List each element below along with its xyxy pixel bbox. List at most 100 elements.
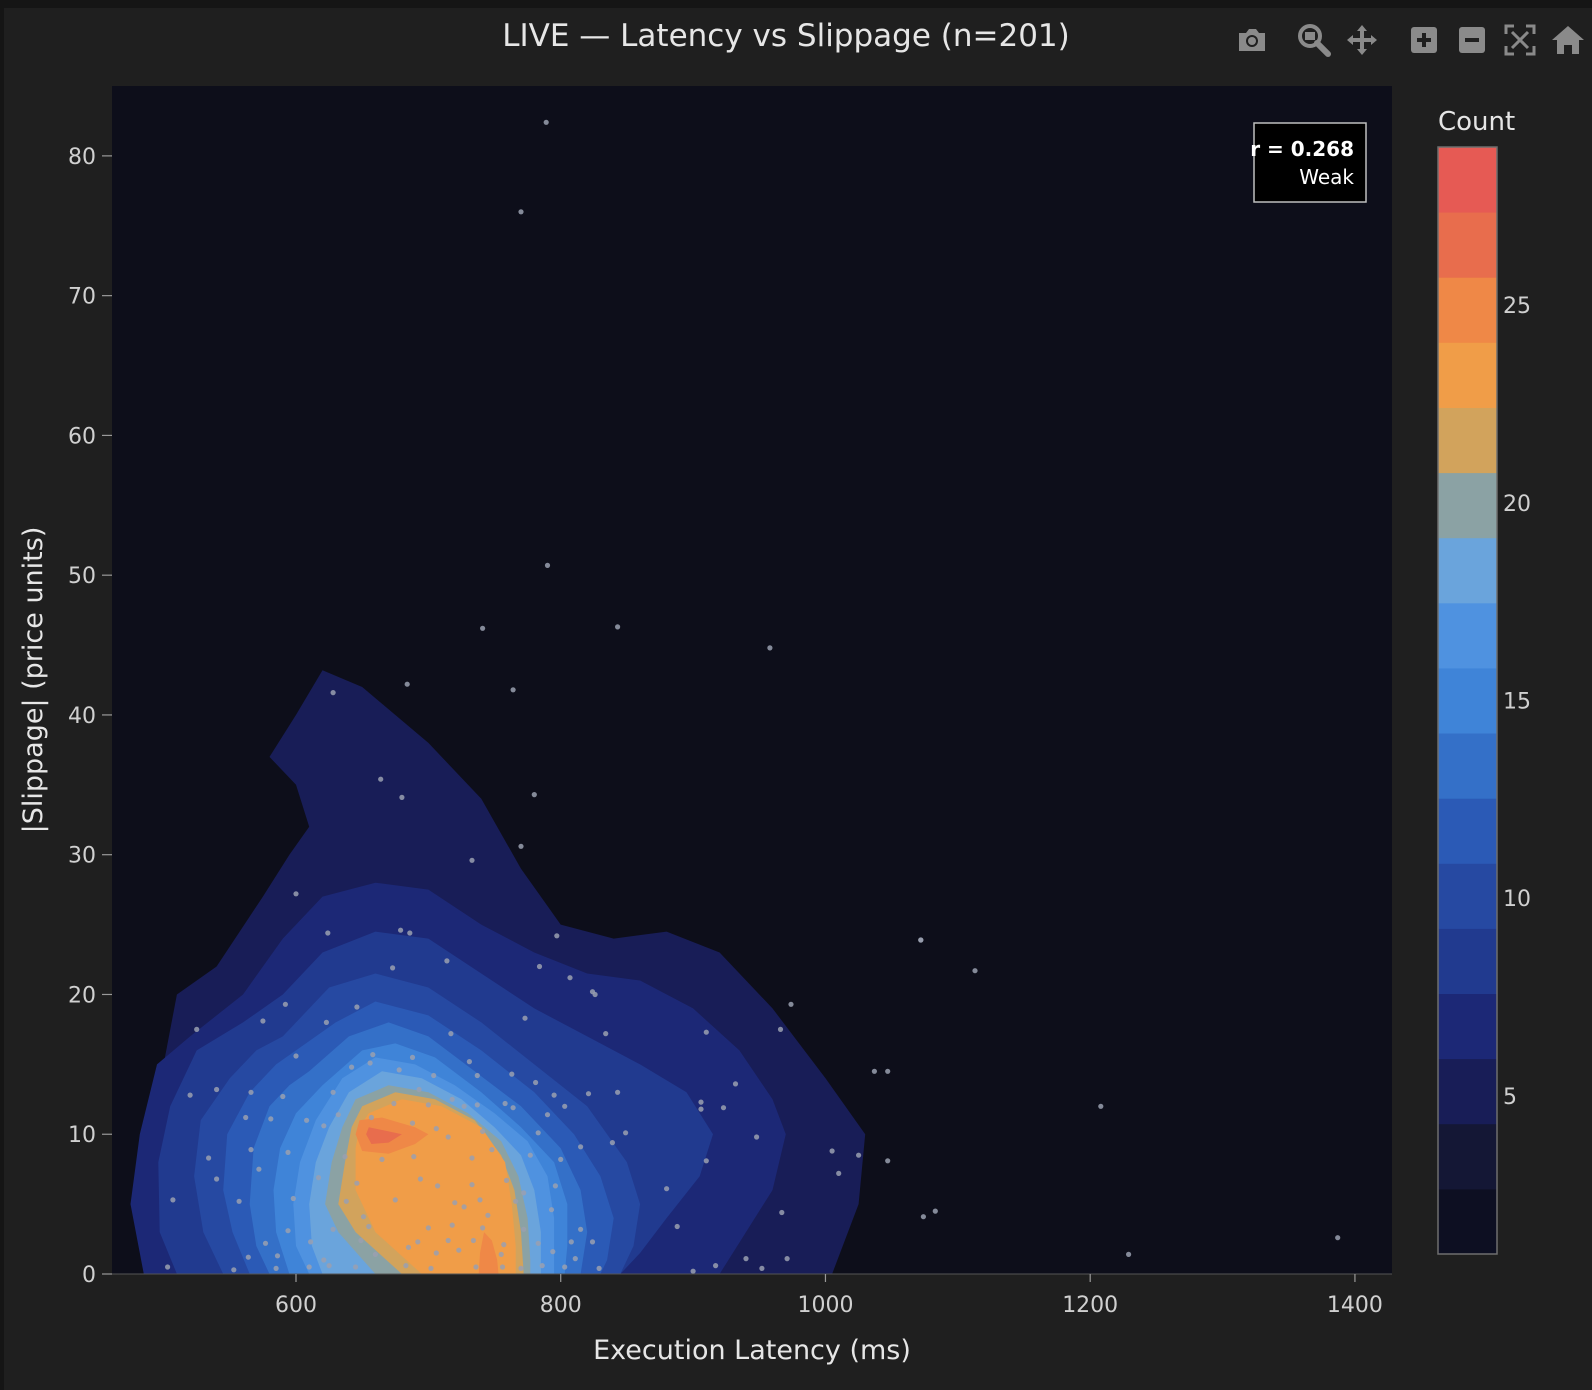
scatter-point bbox=[321, 1123, 327, 1129]
scatter-point bbox=[308, 1239, 314, 1245]
scatter-point bbox=[248, 1089, 254, 1095]
scatter-point bbox=[567, 975, 573, 981]
scatter-point bbox=[448, 1031, 454, 1037]
colorbar-band bbox=[1438, 1058, 1497, 1125]
y-tick-label: 20 bbox=[68, 983, 96, 1008]
chart: LIVE — Latency vs Slippage (n=201) 600 80… bbox=[18, 18, 1531, 1366]
scatter-point bbox=[461, 1103, 467, 1109]
scatter-point bbox=[489, 1147, 495, 1153]
scatter-point bbox=[703, 1158, 709, 1164]
scatter-point bbox=[293, 1053, 299, 1059]
scatter-point bbox=[932, 1208, 938, 1214]
scatter-point bbox=[398, 927, 404, 933]
camera-icon[interactable] bbox=[1228, 20, 1276, 60]
scatter-point bbox=[531, 792, 537, 798]
scatter-point bbox=[510, 687, 516, 693]
scatter-point bbox=[335, 1112, 341, 1118]
scatter-point bbox=[690, 1268, 696, 1274]
scatter-point bbox=[558, 1156, 564, 1162]
scatter-point bbox=[367, 1060, 373, 1066]
scatter-point bbox=[480, 1128, 486, 1134]
scatter-point bbox=[390, 965, 396, 971]
scatter-point bbox=[449, 1096, 455, 1102]
scatter-point bbox=[404, 681, 410, 687]
scatter-point bbox=[664, 1186, 670, 1192]
chart-title: LIVE — Latency vs Slippage (n=201) bbox=[502, 18, 1070, 54]
scatter-point bbox=[518, 1265, 524, 1271]
scatter-point bbox=[262, 1240, 269, 1246]
scatter-point bbox=[544, 1112, 551, 1118]
y-tick-label: 40 bbox=[68, 704, 96, 729]
x-axis-label: Execution Latency (ms) bbox=[593, 1335, 911, 1366]
y-tick-label: 70 bbox=[68, 285, 96, 310]
scatter-point bbox=[498, 1251, 504, 1257]
scatter-point bbox=[596, 1265, 602, 1271]
x-tick-label: 1200 bbox=[1062, 1293, 1118, 1318]
scatter-point bbox=[473, 1264, 479, 1270]
scatter-point bbox=[469, 1182, 475, 1188]
scatter-point bbox=[431, 1072, 437, 1079]
scatter-point bbox=[578, 1226, 584, 1232]
colorbar: Count 5 10 15 20 25 bbox=[1437, 107, 1531, 1255]
scatter-point bbox=[713, 1263, 719, 1269]
scatter-point bbox=[206, 1155, 212, 1161]
scatter-point bbox=[165, 1264, 171, 1270]
colorbar-band bbox=[1438, 1123, 1497, 1190]
scatter-point bbox=[256, 1166, 262, 1172]
scatter-point bbox=[518, 209, 524, 215]
scatter-point bbox=[777, 1026, 784, 1032]
colorbar-band bbox=[1438, 212, 1497, 278]
scatter-point bbox=[433, 1250, 439, 1256]
scatter-point bbox=[609, 1140, 616, 1146]
scatter-point bbox=[343, 1198, 349, 1204]
zoom-icon[interactable] bbox=[1290, 20, 1338, 60]
colorbar-title: Count bbox=[1438, 107, 1515, 137]
scatter-point bbox=[918, 937, 924, 943]
scatter-point bbox=[743, 1256, 749, 1262]
colorbar-tick-label: 20 bbox=[1503, 492, 1531, 517]
scatter-point bbox=[349, 1064, 355, 1070]
scatter-point bbox=[366, 1223, 372, 1230]
scatter-point bbox=[603, 1031, 609, 1037]
scatter-point bbox=[592, 991, 598, 998]
scatter-point bbox=[623, 1130, 629, 1136]
scatter-point bbox=[456, 1247, 462, 1253]
contour-level-13 bbox=[478, 1232, 499, 1274]
scatter-point bbox=[399, 794, 405, 801]
scatter-point bbox=[615, 624, 621, 630]
scatter-point bbox=[548, 1207, 555, 1213]
zoom-in-icon[interactable] bbox=[1400, 20, 1448, 60]
colorbar-band bbox=[1438, 798, 1497, 864]
scatter-point bbox=[428, 1265, 434, 1271]
zoom-out-icon[interactable] bbox=[1448, 20, 1496, 60]
scatter-point bbox=[562, 1264, 568, 1270]
scatter-point bbox=[698, 1106, 704, 1112]
scatter-point bbox=[396, 1067, 402, 1073]
pan-icon[interactable] bbox=[1338, 20, 1386, 60]
scatter-point bbox=[469, 1155, 475, 1161]
scatter-point bbox=[698, 1099, 704, 1105]
scatter-point bbox=[480, 625, 486, 631]
scatter-point bbox=[518, 843, 524, 849]
scatter-point bbox=[480, 1225, 486, 1231]
y-tick-label: 80 bbox=[68, 145, 96, 170]
scatter-point bbox=[503, 1177, 510, 1183]
scatter-point bbox=[391, 1100, 397, 1107]
scatter-point bbox=[444, 958, 450, 964]
scatter-point bbox=[703, 1029, 709, 1035]
scatter-point bbox=[920, 1214, 927, 1220]
scatter-point bbox=[372, 1251, 378, 1257]
scatter-point bbox=[543, 119, 549, 125]
home-icon[interactable] bbox=[1544, 20, 1592, 60]
scatter-point bbox=[378, 776, 384, 782]
scatter-point bbox=[354, 1180, 360, 1186]
x-axis: 600 800 1000 1200 1400 bbox=[112, 1273, 1392, 1318]
scatter-point bbox=[585, 1091, 592, 1097]
scatter-point bbox=[784, 1256, 790, 1262]
scatter-point bbox=[521, 1190, 527, 1196]
scatter-point bbox=[194, 1026, 200, 1032]
scatter-point bbox=[435, 1183, 441, 1189]
scatter-point bbox=[513, 1198, 519, 1204]
scatter-point bbox=[425, 1225, 431, 1231]
autoscale-icon[interactable] bbox=[1496, 20, 1544, 60]
